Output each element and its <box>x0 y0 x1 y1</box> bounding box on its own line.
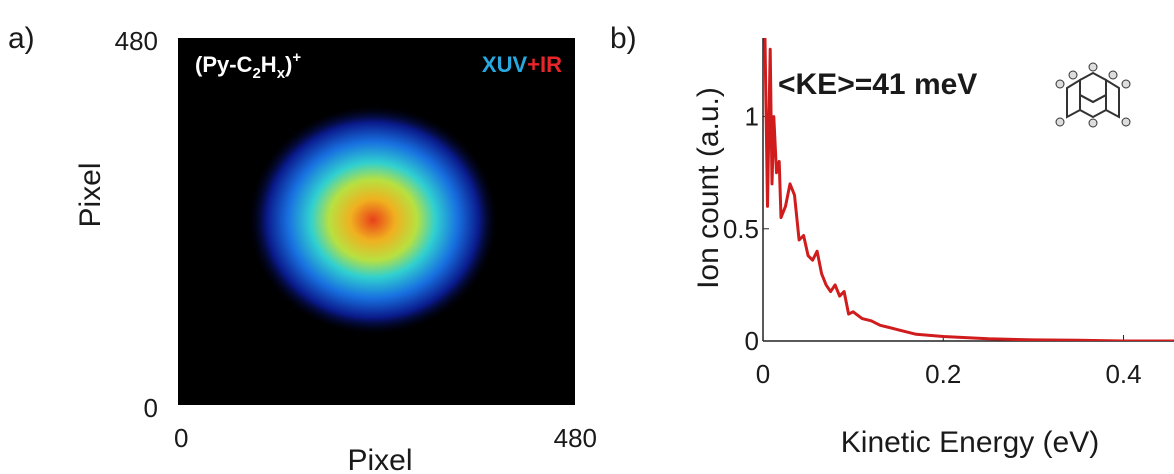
y-tick-label: 1 <box>745 102 759 132</box>
y-tick-label: 0.5 <box>723 214 759 244</box>
species-part: x <box>277 65 286 82</box>
legend-part: +IR <box>527 52 562 77</box>
x-tick-label: 0 <box>756 359 770 389</box>
species-part: ) <box>285 52 292 77</box>
species-part: + <box>292 49 301 66</box>
panel-label: a) <box>8 22 35 55</box>
ion-image-blob <box>248 105 498 335</box>
mean-energy-label: <KE>=41 meV <box>778 68 977 101</box>
species-label: (Py-C2Hx)+ <box>195 49 301 82</box>
x-axis-label: Pixel <box>347 444 412 474</box>
x-tick-label: 0.2 <box>925 359 961 389</box>
y-tick-label: 0 <box>144 393 158 423</box>
x-tick-label: 480 <box>554 423 597 453</box>
panel-label: b) <box>610 22 637 55</box>
molecule-icon <box>1055 62 1131 128</box>
y-axis-label: Ion count (a.u.) <box>692 87 725 289</box>
x-axis-label: Kinetic Energy (eV) <box>841 426 1099 459</box>
species-part: H <box>261 52 277 77</box>
x-tick-label: 0.4 <box>1105 359 1141 389</box>
x-tick-label: 0 <box>174 423 188 453</box>
species-part: 2 <box>252 65 260 82</box>
line-series <box>763 38 1174 341</box>
excitation-label: XUV+IR <box>482 52 562 77</box>
legend-part: XUV <box>482 52 528 77</box>
y-axis-label: Pixel <box>74 162 107 227</box>
species-part: (Py-C <box>195 52 253 77</box>
y-tick-label: 480 <box>115 26 158 56</box>
y-tick-label: 0 <box>745 326 759 356</box>
